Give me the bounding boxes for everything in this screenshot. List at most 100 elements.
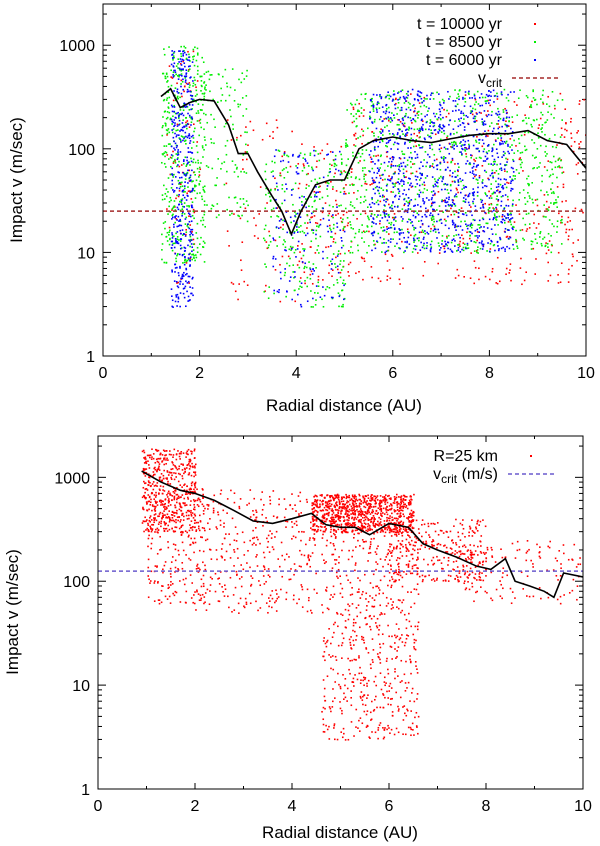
data-point [283, 220, 286, 222]
data-point [169, 196, 172, 199]
data-point [541, 114, 544, 116]
data-point [179, 139, 182, 142]
data-point [151, 509, 153, 512]
data-point [442, 211, 444, 214]
data-point [453, 140, 456, 143]
data-point [498, 126, 501, 128]
data-point [463, 243, 466, 246]
data-point [500, 137, 503, 139]
data-point [419, 136, 421, 138]
data-point [519, 267, 522, 269]
data-point [203, 602, 205, 605]
data-point [493, 163, 496, 165]
data-point [556, 176, 558, 179]
data-point [413, 163, 416, 165]
data-point [300, 282, 303, 285]
data-point [186, 485, 188, 488]
data-point [264, 178, 267, 181]
data-point [478, 111, 481, 114]
data-point [462, 139, 465, 141]
data-point [322, 217, 325, 220]
data-point [470, 252, 472, 254]
data-point [372, 160, 374, 163]
data-point [421, 173, 423, 175]
data-point [220, 548, 223, 550]
data-point [230, 139, 233, 141]
data-point [335, 164, 338, 167]
data-point [322, 250, 324, 253]
data-point [162, 474, 165, 477]
data-point [176, 96, 179, 99]
data-point [403, 97, 406, 99]
data-point [371, 276, 373, 279]
data-point [458, 166, 460, 169]
data-point [282, 159, 285, 162]
data-point [223, 183, 226, 186]
data-point [178, 183, 180, 185]
data-point [385, 151, 388, 154]
data-point [179, 183, 182, 185]
data-point [193, 448, 196, 451]
data-point [160, 589, 163, 592]
data-point [559, 281, 562, 284]
data-point [410, 186, 413, 188]
data-point [521, 229, 524, 231]
data-point [436, 168, 439, 171]
data-point [161, 479, 163, 482]
data-point [489, 278, 491, 281]
data-point [313, 200, 316, 203]
data-point [377, 145, 379, 148]
data-point [332, 227, 335, 230]
data-point [376, 94, 378, 96]
data-point [156, 566, 158, 568]
data-point [447, 215, 449, 218]
data-point [381, 217, 384, 219]
data-point [387, 249, 389, 252]
data-point [464, 201, 467, 203]
data-point [151, 448, 153, 451]
data-point [422, 231, 425, 234]
data-point [193, 506, 196, 508]
data-point [362, 278, 364, 281]
data-point [434, 228, 437, 231]
data-point [545, 191, 548, 193]
data-point [298, 565, 301, 567]
data-point [439, 110, 442, 113]
data-point [446, 148, 449, 150]
data-point [496, 190, 498, 192]
data-point [372, 108, 375, 110]
data-point [348, 192, 350, 195]
data-point [387, 227, 390, 229]
data-point [463, 187, 465, 189]
data-point [530, 240, 533, 243]
data-point [242, 203, 245, 205]
data-point [233, 565, 235, 567]
data-point [478, 278, 480, 281]
data-point [147, 558, 150, 561]
data-point [474, 120, 476, 123]
data-point [444, 240, 446, 243]
data-point [363, 260, 366, 263]
data-point [443, 245, 446, 248]
data-point [166, 129, 169, 132]
data-point [454, 105, 457, 107]
data-point [547, 193, 549, 196]
data-point [462, 246, 465, 249]
data-point [314, 499, 316, 501]
data-point [173, 520, 176, 523]
data-point [196, 65, 199, 68]
data-point [342, 244, 345, 247]
legend-swatch [534, 59, 536, 61]
data-point [423, 260, 426, 263]
data-point [156, 469, 158, 472]
data-point [398, 157, 401, 159]
data-point [494, 249, 496, 252]
data-point [185, 467, 188, 469]
data-point [524, 197, 526, 199]
data-point [261, 593, 263, 596]
data-point [448, 98, 450, 100]
x-tick-label: 4 [292, 365, 301, 382]
data-point [514, 178, 516, 180]
data-point [342, 305, 344, 308]
data-point [431, 197, 433, 199]
